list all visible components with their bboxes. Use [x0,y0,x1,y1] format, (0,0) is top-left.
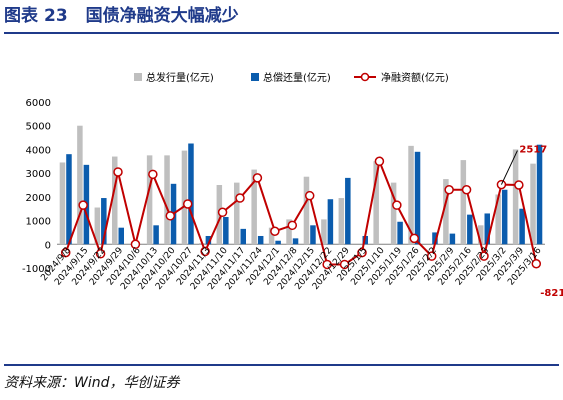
net-financing-point [165,211,176,221]
net-financing-point [200,246,210,257]
bar-issue [460,160,467,245]
source-note: 资料来源：Wind，华创证券 [4,375,180,391]
figure-title-text: 国债净融资大幅减少 [85,6,239,26]
bar-issue [495,194,501,245]
bar-issue [478,225,484,245]
legend-marker-net [360,72,370,82]
figure-title: 图表 23 国债净融资大幅减少 [4,4,239,28]
net-financing-point [357,247,367,258]
net-financing-point [409,233,420,244]
y-tick-label: 3000 [26,169,51,180]
bar-repay [397,221,403,245]
bar-issue [286,219,292,245]
net-financing-point [130,239,141,250]
y-tick-label: 1000 [26,217,51,228]
net-financing-point [444,184,454,195]
y-tick-label: 0 [45,240,51,251]
bar-issue [181,150,188,245]
net-financing-point [95,249,106,259]
net-financing-point [60,247,71,258]
bar-issue [408,145,414,245]
bar-repay [223,217,229,245]
net-financing-point [182,199,193,209]
data-label: 2517 [519,145,547,156]
bar-repay [345,177,351,245]
y-tick-label: -1000 [22,264,51,275]
net-financing-point [287,220,298,231]
legend-swatch-issue [134,73,142,81]
bar-repay [275,240,281,245]
bar-issue [146,155,153,245]
bar-issue [373,161,379,245]
bar-repay [467,214,473,245]
bar-repay [484,213,490,245]
net-financing-point [479,251,489,261]
net-financing-point [217,207,228,218]
bar-repay [257,235,264,245]
legend-label-net: 净融资额(亿元) [381,71,449,84]
bar-issue [77,125,83,245]
annotation-leader [500,150,518,185]
net-financing-point [252,173,263,183]
bar-issue [59,162,66,245]
bar-issue [512,149,519,245]
bar-issue [303,176,310,245]
net-financing-point [270,226,280,236]
legend-swatch-repay [251,73,259,81]
bar-issue [321,219,327,245]
bar-repay [205,235,212,245]
net-financing-point [514,180,524,190]
bar-repay [501,189,508,245]
net-financing-point [339,259,350,270]
net-financing-point [235,193,245,203]
y-tick-label: 2000 [26,193,51,204]
bar-repay [101,198,107,245]
bar-repay [327,199,334,245]
bar-issue [112,156,118,245]
y-tick-label: 6000 [26,98,51,109]
legend-label-issue: 总发行量(亿元) [146,71,214,84]
bar-repay [66,154,72,245]
net-financing-point [113,167,123,177]
y-tick-label: 5000 [26,122,51,133]
bar-issue [251,169,257,245]
bar-issue [268,227,275,245]
net-financing-point [78,200,88,210]
net-financing-point [461,184,472,195]
footer-divider [4,364,559,366]
bar-repay [118,227,124,245]
title-divider [4,32,559,34]
bar-issue [234,182,240,245]
combo-chart: -100001000200030004000500060002517-82120… [22,71,563,299]
net-financing-point [392,200,402,210]
figure-label: 图表 [4,6,38,26]
y-tick-label: 4000 [26,145,51,156]
net-financing-point [374,156,385,167]
figure-number: 23 [44,6,68,26]
legend-label-repay: 总偿还量(亿元) [263,71,331,84]
bar-repay [414,151,421,245]
bar-issue [443,179,449,245]
data-label: -821 [540,288,563,299]
bar-repay [449,233,456,245]
bar-issue [94,207,101,245]
bar-repay [432,232,438,245]
net-financing-line [64,157,538,266]
bar-issue [338,198,345,245]
bar-issue [530,163,536,245]
bar-issue [390,182,397,245]
net-financing-point [531,259,542,269]
bar-repay [310,225,316,245]
net-financing-point [322,259,332,270]
net-financing-point [304,190,315,201]
net-financing-point [426,251,437,261]
bar-repay [292,238,299,245]
bar-repay [240,228,246,245]
bar-repay [536,144,543,245]
bar-issue [164,155,170,245]
bar-repay [153,225,159,245]
bar-repay [188,143,194,245]
bar-repay [519,208,525,245]
net-financing-point [148,169,158,180]
